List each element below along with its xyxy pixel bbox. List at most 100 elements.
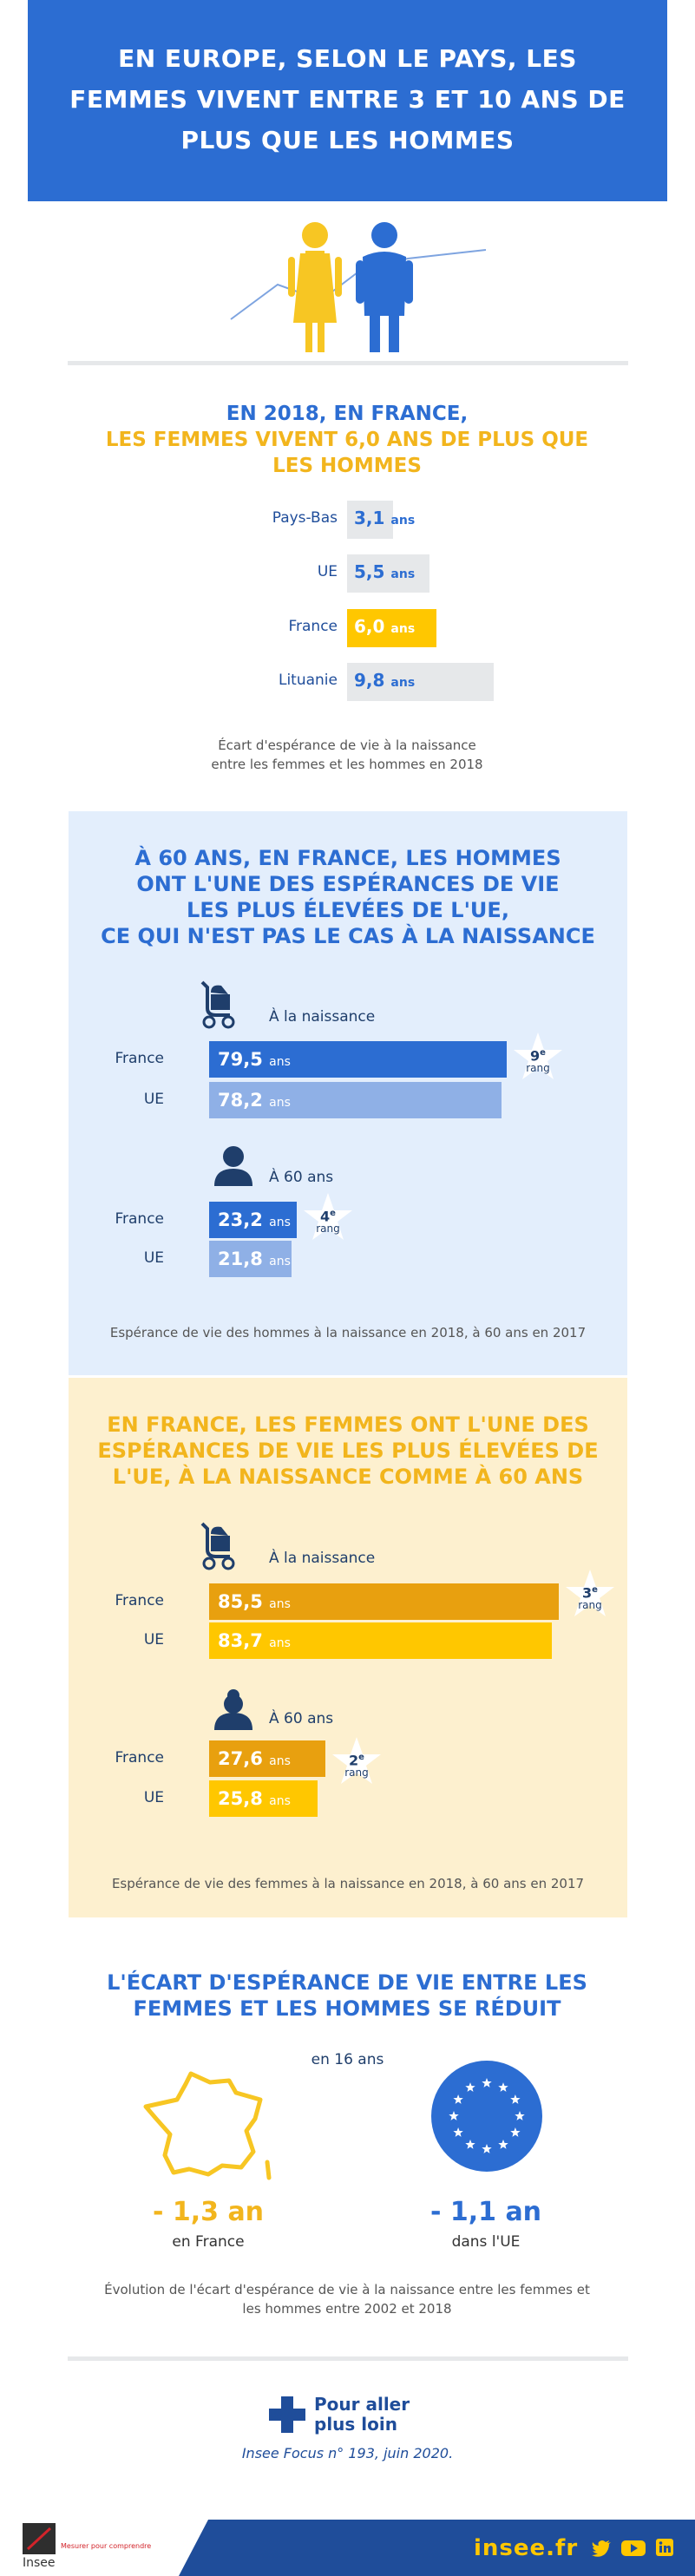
ecart-bar [347,554,429,593]
ecart-value-unit: ans [390,514,416,528]
bar-value: 27,6 ans [218,1748,291,1769]
rank-number: 2 [349,1752,359,1769]
trend-note-line2: les hommes entre 2002 et 2018 [242,2301,452,2317]
trend-france-value: - 1,3 an [152,2197,265,2227]
men-title-1: À 60 ANS, EN FRANCE, LES HOMMES [134,846,561,870]
trend-ue-label: dans l'UE [451,2233,521,2251]
row-label: France [115,1050,164,1067]
woman-icon [288,222,342,352]
rank-word: rang [578,1599,602,1612]
bar-value-unit: ans [269,1216,291,1229]
star-icon [304,1193,352,1240]
trend-title-2: FEMMES ET LES HOMMES SE RÉDUIT [133,1996,561,2021]
row-label: UE [143,1249,164,1267]
plus-icon [269,2396,305,2433]
life-expectancy-bar: 27,6 ans [209,1740,325,1777]
ecart-bar [347,663,494,701]
ecart-note-line2: entre les femmes et les hommes en 2018 [211,757,483,772]
ecart-value-unit: ans [390,567,416,581]
bar-value-number: 21,8 [218,1249,263,1269]
rank-number: 4 [320,1208,331,1225]
row-label: UE [143,1789,164,1806]
eu-star [510,2094,521,2104]
bar-value-number: 25,8 [218,1788,263,1809]
ecart-row-label: UE [317,563,338,580]
france-map-icon [143,2071,272,2180]
site-link[interactable]: insee.fr [474,2535,579,2561]
men-panel: À 60 ANS, EN FRANCE, LES HOMMES ONT L'UN… [69,811,627,1375]
bar-value-unit: ans [269,1096,291,1110]
bar-value-unit: ans [269,1636,291,1650]
twitter-icon[interactable] [592,2539,613,2558]
trend-period: en 16 ans [311,2051,384,2068]
divider [68,361,628,365]
eu-star [498,2139,508,2149]
women-title-3: L'UE, À LA NAISSANCE COMME À 60 ANS [112,1465,584,1489]
eu-star [453,2094,463,2104]
rank-suffix: e [592,1585,598,1595]
bar-value: 25,8 ans [218,1788,291,1809]
rank-text: 4e rang [300,1207,356,1236]
ecart-row-label: France [288,618,338,635]
row-label: France [115,1210,164,1228]
men-title-4: CE QUI N'EST PAS LE CAS À LA NAISSANCE [101,924,595,948]
eu-star [449,2111,459,2120]
row-label: France [115,1749,164,1766]
ecart-value-number: 6,0 [354,616,385,637]
rank-suffix: e [330,1209,336,1218]
ecart-bar [347,609,437,647]
ecart-value-number: 5,5 [354,561,385,582]
women-panel: EN FRANCE, LES FEMMES ONT L'UNE DES ESPÉ… [69,1378,627,1917]
women-title-1: EN FRANCE, LES FEMMES ONT L'UNE DES [107,1413,589,1437]
man-senior-icon [214,1146,252,1186]
ecart-value-unit: ans [390,622,416,636]
ecart-row-label: Lituanie [278,672,338,689]
trend-note-line1: Évolution de l'écart d'espérance de vie … [104,2282,590,2297]
men-title-3: LES PLUS ÉLEVÉES DE L'UE, [187,898,509,922]
rank-text: 2e rang [329,1751,384,1780]
men-title-2: ONT L'UNE DES ESPÉRANCES DE VIE [136,872,560,896]
star-icon [514,1032,562,1079]
rank-number: 9 [530,1047,541,1065]
bar-value: 78,2 ans [218,1090,291,1111]
rank-word: rang [344,1766,369,1780]
ecart-row: UE 5,5 ans [0,554,695,593]
youtube-icon[interactable] [621,2539,646,2558]
rank-suffix: e [540,1048,546,1058]
women-birth-label: À la naissance [269,1550,376,1567]
life-expectancy-bar: 79,5 ans [209,1041,507,1078]
eu-star [498,2082,508,2092]
header-banner: EN EUROPE, SELON LE PAYS, LES FEMMES VIV… [28,0,667,201]
ecart-row-value: 9,8 ans [354,670,415,691]
ecart-row-value: 5,5 ans [354,561,415,582]
more-line1: Pour aller [314,2394,410,2415]
rank-star-badge: 2e rang [329,1735,384,1791]
stroller-icon [200,980,235,1029]
trend-title-1: L'ÉCART D'ESPÉRANCE DE VIE ENTRE LES [107,1970,587,1995]
bar-value-unit: ans [269,1597,291,1611]
linkedin-icon[interactable] [656,2539,673,2556]
eu-star [453,2127,463,2137]
rank-suffix: e [358,1753,364,1762]
women-age60-label: À 60 ans [269,1710,334,1727]
bar-value-number: 83,7 [218,1630,263,1651]
bar-value-number: 78,2 [218,1090,263,1111]
man-icon [356,222,413,352]
more-reference[interactable]: Insee Focus n° 193, juin 2020. [241,2445,454,2461]
ecart-value-unit: ans [390,676,416,690]
rank-star-badge: 9e rang [510,1031,566,1086]
life-expectancy-bar: 78,2 ans [209,1082,502,1118]
men-age60-label: À 60 ans [269,1169,334,1186]
bar-value-number: 85,5 [218,1591,263,1612]
eu-star [510,2127,521,2137]
bar-value: 79,5 ans [218,1049,291,1070]
woman-senior-icon [214,1689,252,1730]
ecart-note-line1: Écart d'espérance de vie à la naissance [218,737,476,753]
bar-value: 23,2 ans [218,1209,291,1230]
eu-star [482,2078,492,2088]
life-expectancy-bar: 83,7 ans [209,1622,552,1659]
life-expectancy-bar: 25,8 ans [209,1780,318,1817]
life-expectancy-bar: 21,8 ans [209,1241,292,1277]
more-link[interactable]: Pour aller plus loin [314,2395,410,2435]
insee-logo-icon [23,2523,56,2554]
